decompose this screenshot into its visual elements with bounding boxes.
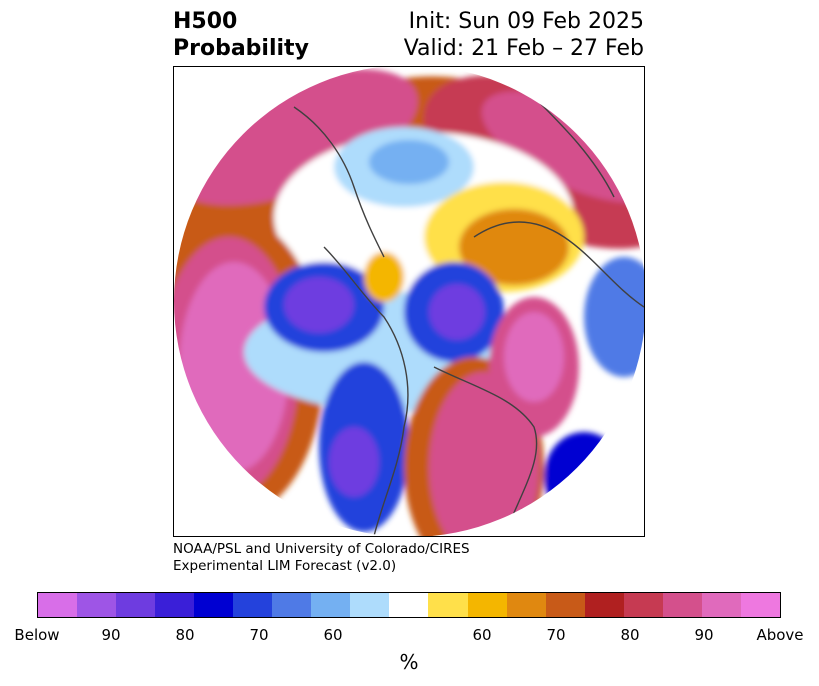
colorbar-swatch — [233, 593, 273, 617]
colorbar-swatch — [311, 593, 351, 617]
colorbar-swatch — [389, 593, 429, 617]
title-variable: H500 — [173, 9, 238, 34]
valid-range: Valid: 21 Feb – 27 Feb — [403, 36, 644, 61]
forecast-dates: Init: Sun 09 Feb 2025 Valid: 21 Feb – 27… — [404, 8, 644, 62]
credit-text: NOAA/PSL and University of Colorado/CIRE… — [173, 541, 470, 575]
colorbar-swatch — [467, 593, 507, 617]
colorbar-tick-label: 90 — [101, 626, 121, 644]
colorbar-swatch — [623, 593, 663, 617]
colorbar-tick-label: 90 — [694, 626, 714, 644]
colorbar-tick-label: 60 — [472, 626, 492, 644]
map-title: H500 Probability — [173, 8, 309, 62]
polar-map-graphic — [174, 67, 644, 536]
title-product: Probability — [173, 36, 309, 61]
colorbar-swatch — [116, 593, 156, 617]
colorbar-tick-label: 70 — [249, 626, 269, 644]
colorbar-swatch — [506, 593, 546, 617]
colorbar-tick-label: 80 — [620, 626, 640, 644]
credit-line-2: Experimental LIM Forecast (v2.0) — [173, 558, 397, 574]
colorbar-swatch — [428, 593, 468, 617]
colorbar-swatch — [701, 593, 741, 617]
colorbar-swatch — [662, 593, 702, 617]
credit-line-1: NOAA/PSL and University of Colorado/CIRE… — [173, 541, 470, 557]
colorbar-swatch — [77, 593, 117, 617]
init-date: Init: Sun 09 Feb 2025 — [408, 9, 644, 34]
colorbar-swatch — [545, 593, 585, 617]
colorbar-swatch — [272, 593, 312, 617]
colorbar — [37, 592, 781, 618]
colorbar-swatch — [584, 593, 624, 617]
colorbar-swatch — [155, 593, 195, 617]
colorbar-tick-label: 80 — [175, 626, 195, 644]
colorbar-tick-label: Above — [756, 626, 804, 644]
colorbar-swatch — [350, 593, 390, 617]
probability-map — [173, 66, 645, 537]
colorbar-swatch — [38, 593, 78, 617]
colorbar-swatch — [740, 593, 780, 617]
colorbar-tick-label: 70 — [546, 626, 566, 644]
colorbar-tick-label: Below — [14, 626, 60, 644]
colorbar-unit: % — [399, 650, 419, 674]
colorbar-tick-label: 60 — [323, 626, 343, 644]
colorbar-swatch — [194, 593, 234, 617]
